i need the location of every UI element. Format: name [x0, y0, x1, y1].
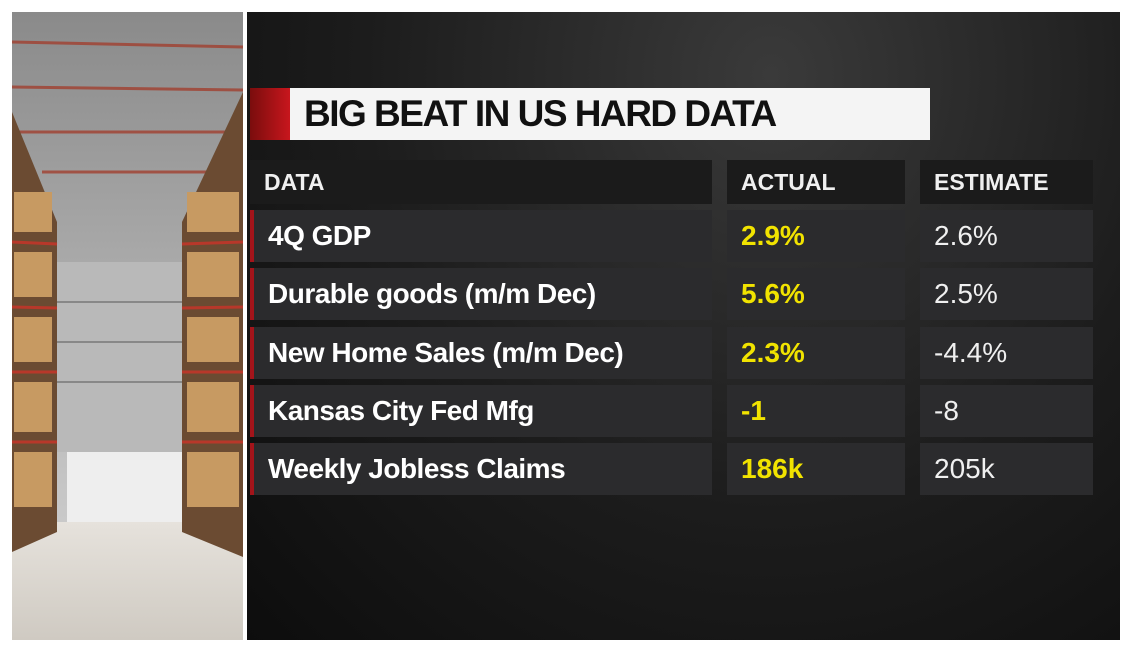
estimate-value: 2.5% — [920, 268, 1093, 320]
column-header: ESTIMATE — [920, 160, 1093, 204]
page: BIG BEAT IN US HARD DATA DATA ACTUAL ESTIM… — [0, 0, 1131, 647]
data-label: New Home Sales (m/m Dec) — [250, 327, 712, 379]
actual-value: 186k — [727, 443, 905, 495]
title: BIG BEAT IN US HARD DATA — [304, 88, 776, 140]
column-header: DATA — [250, 160, 712, 204]
title-box: BIG BEAT IN US HARD DATA — [290, 88, 930, 140]
estimate-value: 205k — [920, 443, 1093, 495]
title-accent — [250, 88, 290, 140]
actual-value: 5.6% — [727, 268, 905, 320]
data-label: Weekly Jobless Claims — [250, 443, 712, 495]
data-label: 4Q GDP — [250, 210, 712, 262]
data-label: Kansas City Fed Mfg — [250, 385, 712, 437]
data-label: Durable goods (m/m Dec) — [250, 268, 712, 320]
actual-value: 2.9% — [727, 210, 905, 262]
estimate-value: 2.6% — [920, 210, 1093, 262]
actual-value: -1 — [727, 385, 905, 437]
estimate-value: -4.4% — [920, 327, 1093, 379]
actual-value: 2.3% — [727, 327, 905, 379]
warehouse-photo — [12, 12, 243, 640]
column-header: ACTUAL — [727, 160, 905, 204]
dark-panel: BIG BEAT IN US HARD DATA DATA ACTUAL ESTIM… — [247, 12, 1120, 640]
estimate-value: -8 — [920, 385, 1093, 437]
